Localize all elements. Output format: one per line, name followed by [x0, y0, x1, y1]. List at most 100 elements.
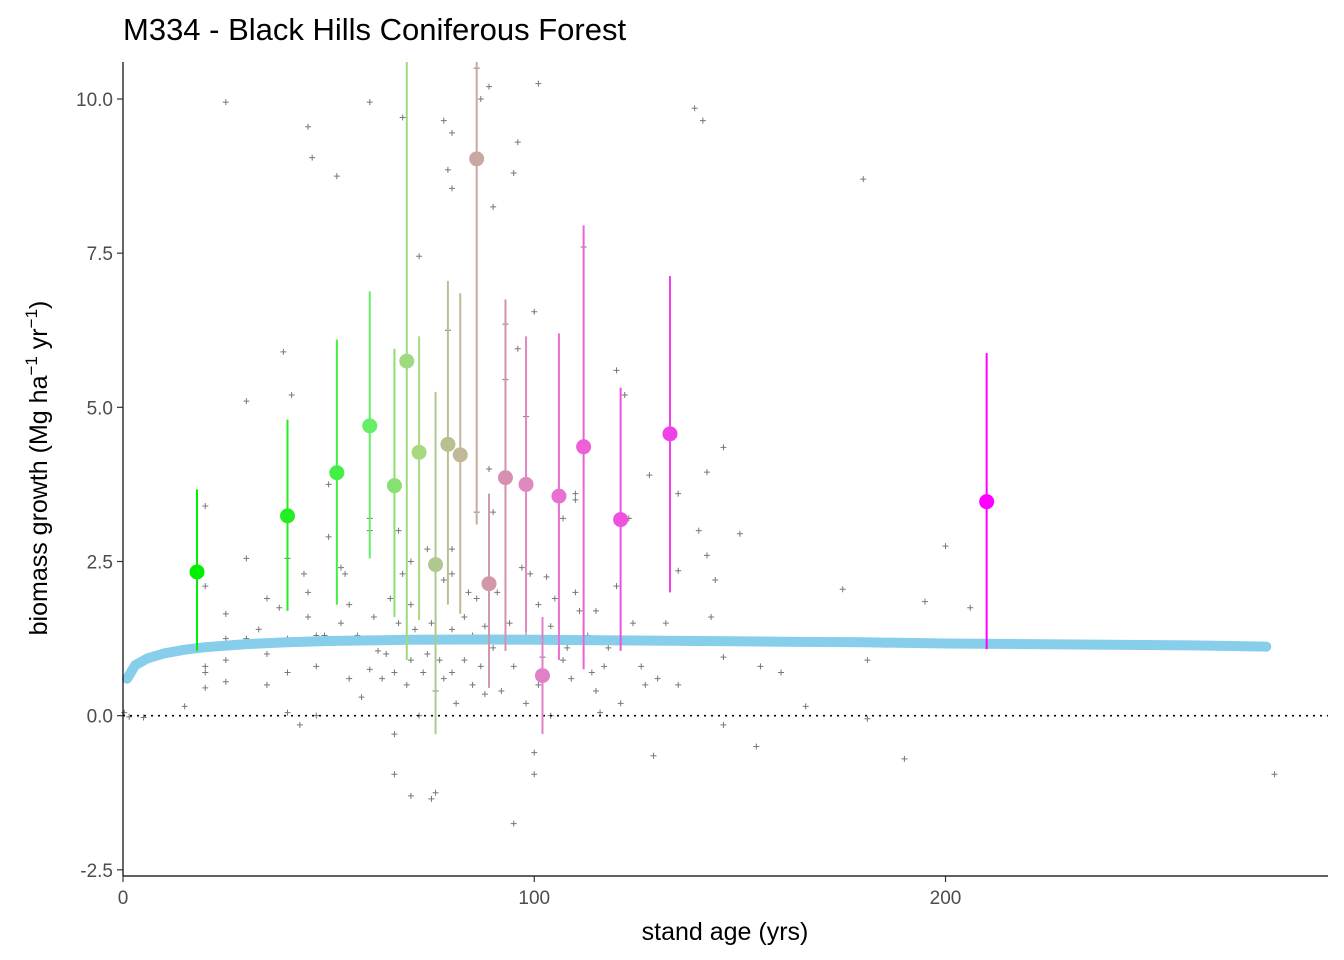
raw-point — [675, 490, 682, 497]
raw-point — [284, 669, 291, 676]
raw-point — [518, 564, 525, 571]
raw-point — [527, 570, 534, 577]
raw-point — [243, 555, 250, 562]
raw-point — [325, 481, 332, 488]
raw-point — [416, 253, 423, 260]
y-axis-title-end: ) — [25, 301, 53, 309]
raw-point — [121, 709, 128, 716]
raw-point — [202, 684, 209, 691]
raw-point — [370, 614, 377, 620]
raw-point — [531, 308, 538, 315]
raw-point — [498, 688, 505, 694]
raw-point — [572, 496, 579, 503]
y-tick-label: 2.5 — [87, 553, 113, 574]
raw-point — [383, 651, 390, 657]
raw-point — [300, 570, 307, 577]
raw-point — [255, 626, 262, 633]
y-tick-label: 0.0 — [87, 707, 113, 728]
raw-point — [222, 678, 229, 685]
mean-point — [362, 418, 378, 434]
raw-point — [276, 604, 283, 611]
x-tick-label: 0 — [118, 888, 129, 909]
raw-point — [531, 771, 538, 778]
mean-point — [386, 478, 402, 494]
raw-point — [699, 117, 706, 124]
raw-point — [695, 527, 702, 534]
raw-point — [510, 170, 517, 176]
raw-point — [720, 721, 727, 728]
x-tick-label: 100 — [518, 888, 550, 909]
y-axis-title-sup1: −1 — [22, 356, 41, 375]
mean-point — [497, 470, 513, 486]
raw-point — [440, 675, 447, 682]
mean-point — [481, 576, 497, 592]
y-axis-title-main: biomass growth (Mg ha — [25, 375, 53, 635]
raw-point — [288, 392, 295, 398]
raw-point — [461, 614, 468, 620]
raw-point — [440, 117, 447, 124]
raw-point — [736, 530, 743, 537]
y-tick-label: -2.5 — [80, 861, 113, 882]
raw-point — [399, 570, 406, 577]
raw-point — [547, 623, 554, 630]
mean-point — [534, 668, 550, 684]
raw-point — [366, 666, 373, 673]
raw-point — [407, 558, 414, 565]
raw-point — [202, 583, 209, 590]
y-axis-title: biomass growth (Mg ha−1 yr−1) — [22, 301, 53, 636]
raw-point — [613, 583, 620, 590]
raw-point — [399, 114, 406, 121]
raw-point — [535, 601, 542, 608]
mean-point — [428, 557, 444, 573]
raw-point — [453, 700, 460, 707]
raw-point — [486, 83, 493, 90]
raw-point — [280, 348, 287, 355]
raw-point — [490, 644, 497, 651]
raw-point — [864, 715, 871, 722]
raw-point — [703, 469, 710, 476]
raw-point — [325, 533, 332, 540]
raw-point — [202, 669, 209, 676]
raw-point — [440, 577, 447, 583]
raw-point — [284, 709, 291, 716]
raw-point — [424, 651, 431, 657]
y-tick-label: 5.0 — [87, 398, 113, 419]
raw-point — [449, 546, 456, 553]
raw-point — [802, 703, 809, 710]
raw-point — [449, 185, 456, 192]
raw-point — [592, 688, 599, 694]
y-axis-title-mid: yr — [25, 328, 53, 356]
raw-point — [675, 567, 682, 574]
raw-point — [305, 614, 312, 620]
raw-point — [411, 626, 418, 633]
raw-point — [967, 604, 974, 611]
raw-point — [703, 552, 710, 559]
raw-point — [407, 657, 414, 664]
raw-point — [473, 595, 480, 602]
raw-point — [337, 564, 344, 571]
raw-point — [510, 663, 517, 670]
raw-point — [395, 527, 402, 534]
raw-point — [490, 509, 497, 516]
raw-point — [140, 714, 147, 721]
raw-point — [202, 503, 209, 509]
axes: 0 100 200 -2.5 0.0 2.5 5.0 7.5 10.0 — [76, 62, 1328, 909]
mean-point — [662, 426, 678, 442]
raw-point — [403, 681, 410, 688]
raw-point — [263, 681, 270, 688]
raw-point — [535, 80, 542, 87]
raw-point — [374, 647, 381, 654]
mean-point — [452, 447, 468, 463]
raw-point — [432, 789, 439, 796]
raw-point — [337, 620, 344, 627]
raw-point — [860, 176, 867, 183]
raw-point — [263, 595, 270, 602]
raw-point — [753, 743, 760, 750]
raw-point — [420, 669, 427, 676]
raw-point — [629, 620, 636, 627]
raw-point — [588, 669, 595, 676]
raw-point — [366, 99, 373, 106]
raw-point — [572, 589, 579, 596]
raw-point — [535, 681, 542, 688]
raw-point — [309, 154, 316, 161]
